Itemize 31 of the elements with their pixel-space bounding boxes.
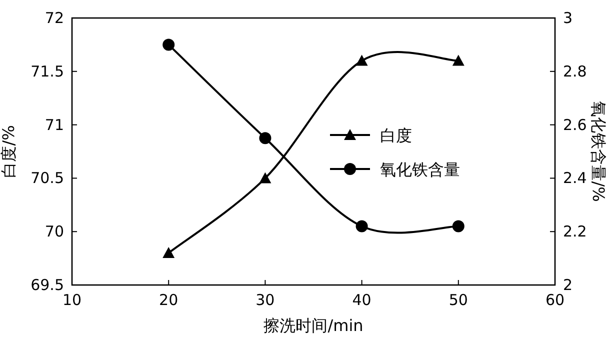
y2-tick-label: 2.2 [563,222,587,241]
x-axis-title: 擦洗时间/min [264,316,364,335]
y-tick-label: 72 [44,9,64,27]
y-tick-label: 70 [44,222,64,241]
legend-label: 氧化铁含量 [380,160,460,179]
y2-tick-label: 2.6 [563,116,587,134]
legend-label: 白度 [380,126,412,145]
y-tick-label: 69.5 [30,276,64,294]
x-tick-label: 50 [448,291,468,309]
point [259,172,272,184]
point [452,220,464,232]
y2-tick-label: 2.8 [563,62,587,80]
x-tick-label: 10 [62,291,82,309]
y-tick-label: 71.5 [30,62,64,80]
y-tick-label: 70.5 [30,169,64,188]
y2-tick-label: 2.4 [563,169,587,188]
point [162,246,175,258]
point [356,220,368,232]
y-tick-label: 71 [44,116,64,134]
y2-tick-label: 2 [563,276,573,294]
point [356,54,368,66]
point [259,132,272,144]
x-tick-label: 30 [256,291,275,309]
point [452,54,464,66]
point [162,38,175,51]
y2-tick-label: 3 [563,9,573,27]
x-tick-label: 20 [159,291,178,309]
y2-axis-title: 氧化铁含量/% [589,101,608,202]
x-tick-label: 40 [352,291,372,309]
y-axis-title: 白度/% [0,125,18,178]
x-tick-label: 60 [545,291,565,309]
